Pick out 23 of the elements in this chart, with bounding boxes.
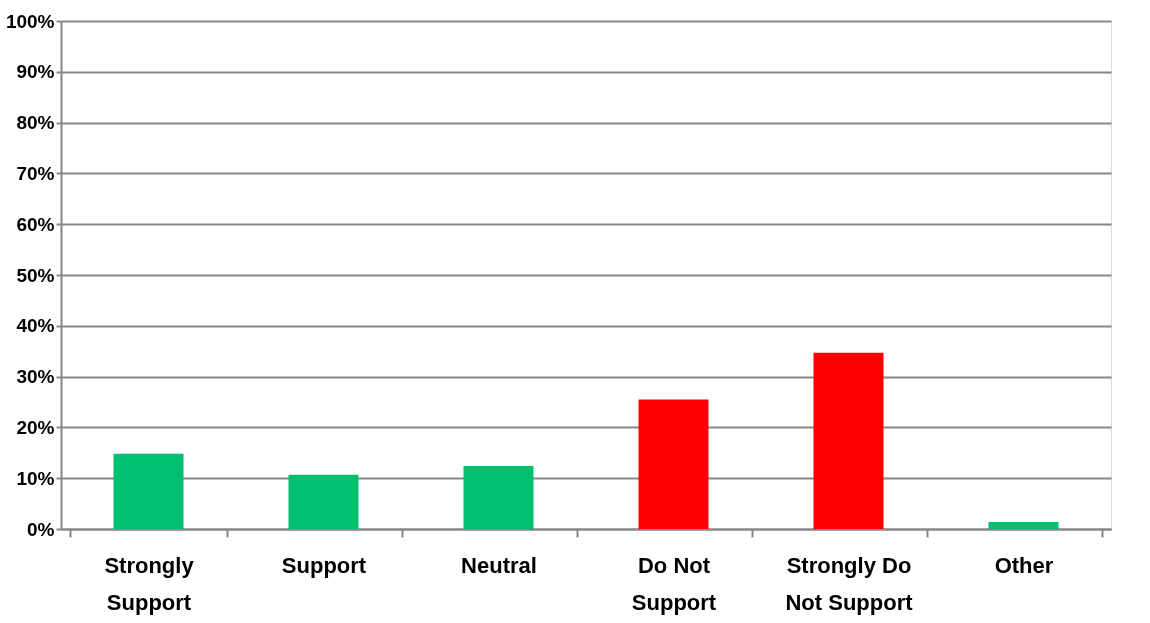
bar <box>113 453 184 529</box>
y-tick-label: 80% <box>16 112 55 134</box>
y-tick-label: 20% <box>16 416 55 438</box>
bar <box>638 399 709 529</box>
x-tick-label: Support <box>281 552 367 578</box>
bar <box>463 466 534 529</box>
y-tick-label: 0% <box>27 518 55 540</box>
y-tick-label: 90% <box>16 61 55 83</box>
y-tick-label: 30% <box>16 366 55 388</box>
x-tick-label: Other <box>994 552 1054 578</box>
x-tick-label: Do Not Support <box>631 552 717 615</box>
y-tick-label: 60% <box>16 213 55 235</box>
bar <box>988 521 1059 529</box>
y-tick-label: 70% <box>16 162 55 184</box>
x-tick-label: Strongly Do Not Support <box>785 552 914 615</box>
bar <box>813 352 884 529</box>
y-tick-label: 40% <box>16 315 55 337</box>
bar <box>288 474 359 529</box>
x-tick-label: Strongly Support <box>104 552 195 615</box>
y-tick-label: 50% <box>16 264 55 286</box>
y-tick-label: 100% <box>5 10 55 32</box>
x-tick-label: Neutral <box>461 552 537 578</box>
y-tick-label: 10% <box>16 467 55 489</box>
